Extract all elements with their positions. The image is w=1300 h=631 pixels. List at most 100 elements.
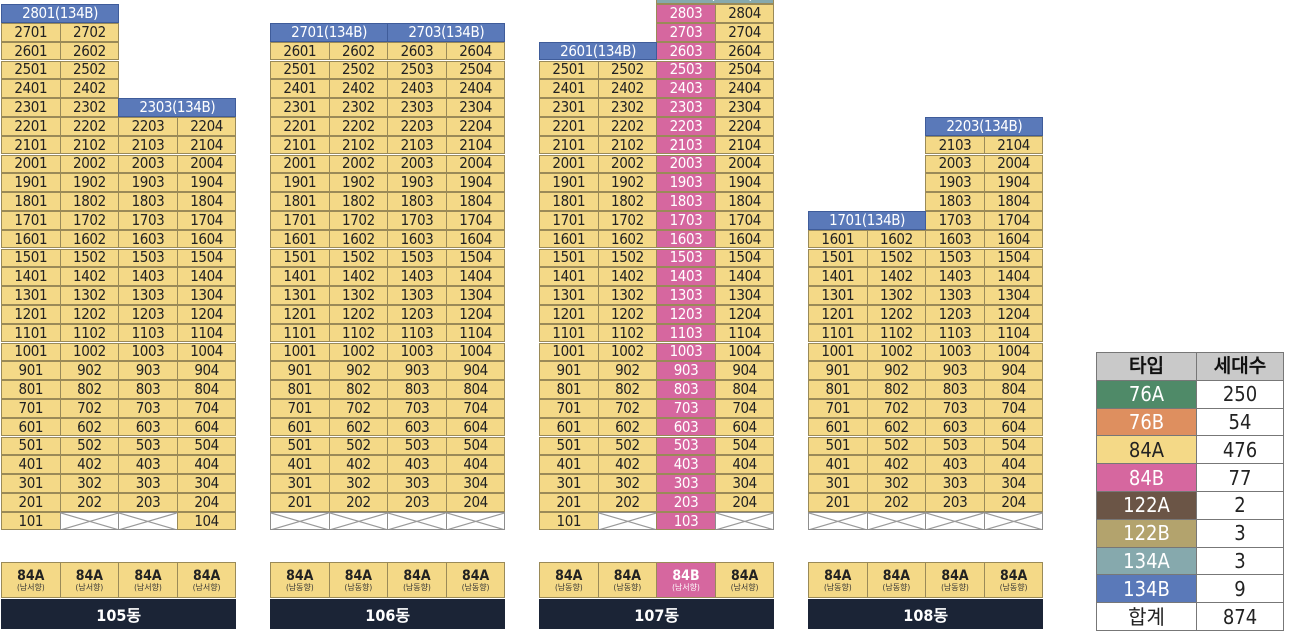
unit-cell: 1804 — [445, 192, 506, 211]
unit-cell: 801 — [539, 380, 599, 399]
legend-row: 122A 2 — [1096, 490, 1284, 520]
legend-count: 3 — [1196, 546, 1284, 576]
unit-cell: 1403 — [118, 267, 178, 287]
unit-cell: 1003 — [925, 342, 985, 362]
unit-cell: 901 — [808, 361, 868, 381]
unit-cell: 1503 — [925, 248, 985, 268]
unit-cell: 802 — [328, 380, 389, 399]
unit-cell: 1001 — [270, 342, 330, 362]
unit-cell: 1903 — [118, 173, 178, 193]
legend-total-row: 합계 874 — [1096, 602, 1284, 631]
unit-cell: 904 — [445, 361, 506, 381]
unit-cell: 1101 — [539, 323, 599, 343]
unit-cell: 204 — [445, 492, 506, 512]
unit-cell: 1101 — [808, 323, 868, 343]
unit-cell: 1903 — [387, 173, 447, 193]
unit-cell: 2602 — [59, 41, 120, 61]
unit-cell: 1502 — [597, 248, 658, 268]
unit-cell: 1103 — [656, 323, 716, 343]
unit-cell: 1201 — [1, 304, 61, 324]
unit-cell: 2401 — [1, 79, 61, 99]
unit-cell: 1102 — [59, 323, 120, 343]
unit-cell: 1004 — [445, 342, 506, 362]
line-type-box: 84A (남서향) — [118, 562, 178, 598]
unit-cell: 1104 — [445, 323, 506, 343]
unit-cell: 103 — [656, 511, 716, 531]
unit-cell: 1504 — [176, 248, 237, 268]
unit-cell: 304 — [176, 474, 237, 493]
unit-cell: 1603 — [387, 229, 447, 249]
unit-cell: 901 — [539, 361, 599, 381]
unit-cell: 402 — [866, 455, 927, 475]
line-type-box: 84A (남동향) — [925, 562, 985, 598]
unit-cell: 701 — [539, 398, 599, 418]
unit-cell: 1302 — [597, 286, 658, 305]
unit-cell: 701 — [270, 398, 330, 418]
unit-cell: 301 — [1, 474, 61, 493]
unit-cell: 1502 — [328, 248, 389, 268]
legend-row: 84B 77 — [1096, 463, 1284, 492]
unit-cell: 1201 — [270, 304, 330, 324]
empty-cross — [716, 513, 774, 530]
unit-cell: 701 — [1, 398, 61, 418]
unit-cell: 2804 — [714, 4, 775, 23]
unit-cell: 2301 — [270, 98, 330, 117]
legend-type: 76A — [1096, 379, 1197, 409]
unit-cell: 1503 — [387, 248, 447, 268]
unit-cell: 402 — [597, 455, 658, 475]
unit-cell: 203 — [118, 492, 178, 512]
unit-cell: 1502 — [866, 248, 927, 268]
legend-count: 54 — [1196, 407, 1284, 437]
unit-cell: 601 — [539, 417, 599, 437]
empty-unit — [925, 511, 985, 531]
unit-cell: 2101 — [1, 135, 61, 155]
unit-cell: 2201 — [539, 116, 599, 136]
empty-cross — [447, 513, 505, 530]
unit-cell: 1402 — [866, 267, 927, 287]
unit-cell: 2002 — [59, 154, 120, 174]
unit-cell: 2601 — [270, 41, 330, 61]
unit-cell: 503 — [925, 436, 985, 456]
unit-cell: 1203 — [925, 304, 985, 324]
unit-cell: 1801 — [1, 192, 61, 211]
unit-cell: 403 — [118, 455, 178, 475]
unit-cell: 1004 — [176, 342, 237, 362]
unit-cell: 1304 — [176, 286, 237, 305]
unit-cell: 2502 — [597, 60, 658, 80]
unit-cell: 1304 — [445, 286, 506, 305]
unit-cell: 1001 — [1, 342, 61, 362]
unit-cell: 203 — [925, 492, 985, 512]
unit-cell: 2703 — [656, 22, 716, 42]
unit-cell: 603 — [656, 417, 716, 437]
unit-cell: 1103 — [387, 323, 447, 343]
unit-cell: 502 — [328, 436, 389, 456]
unit-cell: 303 — [925, 474, 985, 493]
unit-cell: 2004 — [445, 154, 506, 174]
unit-cell: 1101 — [1, 323, 61, 343]
unit-cell: 204 — [176, 492, 237, 512]
unit-cell: 1901 — [270, 173, 330, 193]
unit-cell: 202 — [866, 492, 927, 512]
unit-cell: 1301 — [270, 286, 330, 305]
unit-cell: 2303 — [387, 98, 447, 117]
unit-cell: 204 — [714, 492, 775, 512]
unit-cell: 1604 — [176, 229, 237, 249]
unit-cell: 1904 — [983, 173, 1044, 193]
unit-cell: 1102 — [597, 323, 658, 343]
line-type: 84A — [882, 567, 911, 584]
unit-cell: 804 — [714, 380, 775, 399]
unit-cell: 304 — [445, 474, 506, 493]
unit-cell: 1601 — [270, 229, 330, 249]
empty-cross — [926, 513, 984, 530]
unit-cell: 1202 — [597, 304, 658, 324]
unit-cell: 401 — [539, 455, 599, 475]
unit-cell: 301 — [808, 474, 868, 493]
unit-cell: 801 — [1, 380, 61, 399]
unit-cell: 2103 — [118, 135, 178, 155]
unit-type-legend: 타입 세대수 76A 250 76B 54 84A 476 84B 77 122… — [1096, 352, 1284, 631]
unit-cell: 802 — [59, 380, 120, 399]
unit-cell: 1501 — [808, 248, 868, 268]
line-type: 84A — [555, 567, 583, 584]
unit-cell: 201 — [270, 492, 330, 512]
unit-cell: 404 — [983, 455, 1044, 475]
